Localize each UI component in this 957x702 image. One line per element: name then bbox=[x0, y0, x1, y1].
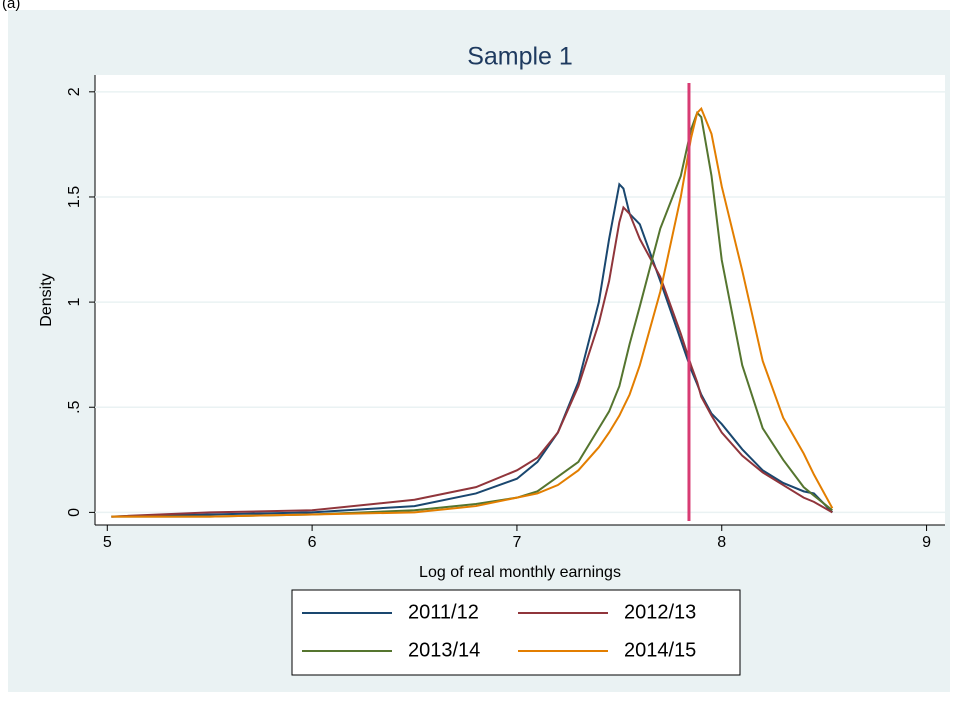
x-axis-label: Log of real monthly earnings bbox=[419, 564, 621, 581]
legend-label: 2014/15 bbox=[624, 639, 696, 661]
x-tick-label: 6 bbox=[308, 534, 317, 551]
legend-box bbox=[291, 589, 741, 676]
legend-label: 2011/12 bbox=[408, 601, 479, 623]
x-tick-label: 9 bbox=[922, 534, 931, 551]
plot-area bbox=[95, 75, 945, 525]
panel-label: (a) bbox=[2, 0, 20, 12]
y-axis-label: Density bbox=[38, 273, 55, 326]
x-tick-label: 8 bbox=[717, 534, 726, 551]
data-line bbox=[111, 106, 834, 518]
legend-label: 2012/13 bbox=[624, 601, 696, 623]
y-tick-label: 1.5 bbox=[66, 186, 83, 208]
data-line bbox=[111, 111, 833, 518]
data-line bbox=[111, 182, 834, 518]
x-tick-label: 5 bbox=[103, 534, 112, 551]
chart-title: Sample 1 bbox=[467, 43, 573, 71]
data-line bbox=[111, 205, 833, 518]
y-tick-label: 0 bbox=[66, 508, 83, 517]
y-tick-label: 1 bbox=[66, 298, 83, 307]
y-tick-label: .5 bbox=[66, 400, 83, 413]
y-tick-label: 2 bbox=[66, 87, 83, 96]
x-tick-label: 7 bbox=[512, 534, 521, 551]
legend-label: 2013/14 bbox=[408, 639, 480, 661]
